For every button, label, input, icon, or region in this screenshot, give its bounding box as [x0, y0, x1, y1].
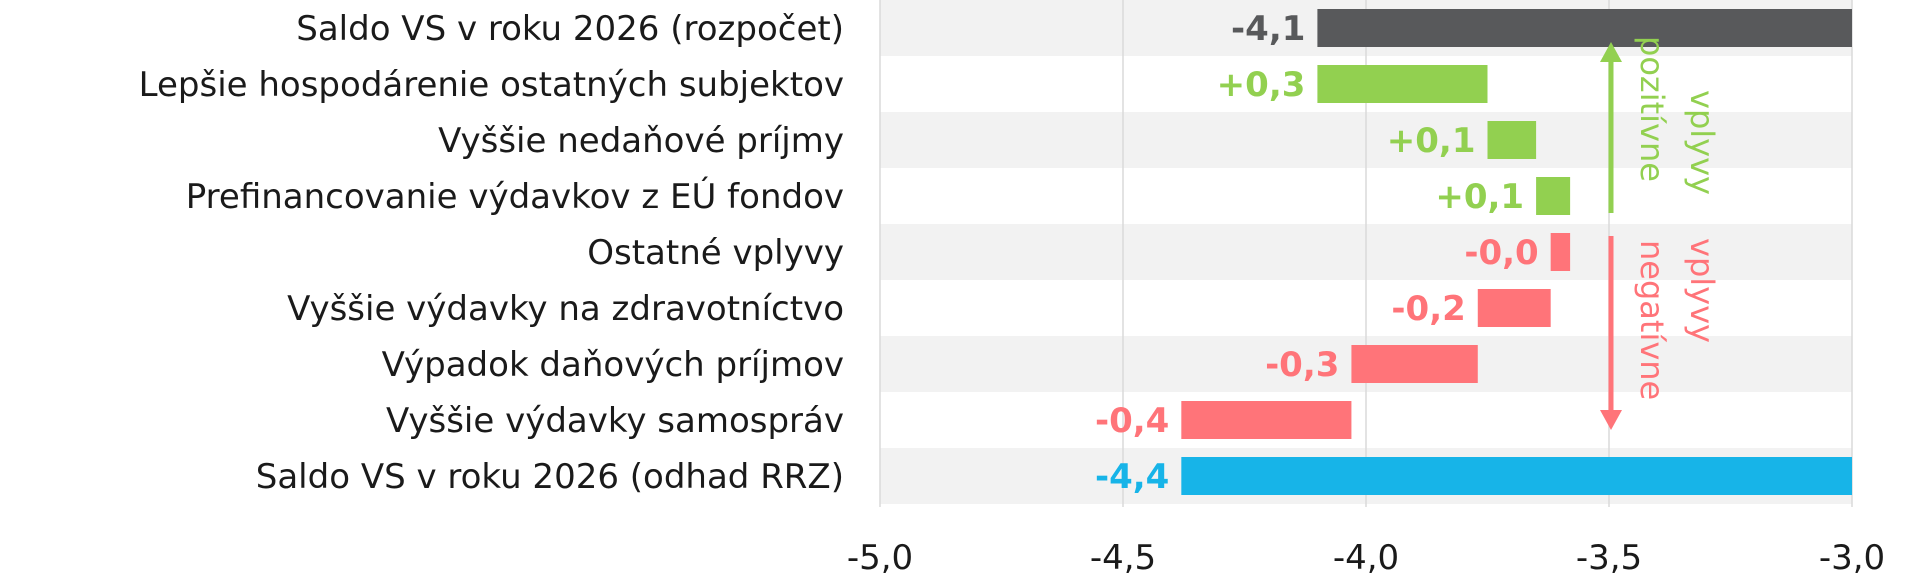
negative-label-2: vplyvy: [1683, 238, 1721, 343]
value-label: +0,1: [1435, 177, 1524, 217]
bar-negative: [1181, 401, 1352, 439]
x-tick-label: -3,5: [1576, 538, 1642, 578]
value-label: -0,4: [1095, 401, 1169, 441]
value-label: -0,2: [1391, 289, 1465, 329]
x-tick-label: -4,5: [1090, 538, 1156, 578]
positive-arrow-head: [1600, 42, 1622, 62]
bar-positive: [1317, 65, 1488, 103]
positive-label-1: pozitívne: [1633, 36, 1671, 182]
value-label: -4,1: [1231, 9, 1305, 49]
category-label: Výpadok daňových príjmov: [382, 345, 844, 385]
bar-negative: [1550, 233, 1571, 271]
value-label: -0,3: [1265, 345, 1339, 385]
bar-positive: [1487, 121, 1537, 159]
category-label: Saldo VS v roku 2026 (odhad RRZ): [256, 457, 844, 497]
category-label: Ostatné vplyvy: [587, 233, 844, 273]
bar-negative: [1351, 345, 1478, 383]
category-label: Saldo VS v roku 2026 (rozpočet): [296, 9, 844, 49]
category-label: Vyššie výdavky na zdravotníctvo: [287, 289, 844, 329]
value-label: -0,0: [1464, 233, 1538, 273]
x-tick-label: -4,0: [1333, 538, 1399, 578]
category-label: Lepšie hospodárenie ostatných subjektov: [139, 65, 844, 105]
category-label: Vyššie nedaňové príjmy: [438, 121, 844, 161]
bar-negative: [1477, 289, 1551, 327]
category-label: Vyššie výdavky samospráv: [386, 401, 844, 441]
value-label: +0,3: [1217, 65, 1306, 105]
category-label: Prefinancovanie výdavkov z EÚ fondov: [186, 176, 844, 217]
bar-final: [1181, 457, 1852, 495]
bar-positive: [1536, 177, 1571, 215]
positive-label-2: vplyvy: [1683, 90, 1721, 195]
negative-label-1: negatívne: [1633, 240, 1671, 400]
value-label: -4,4: [1095, 457, 1169, 497]
bar-total: [1317, 9, 1852, 47]
x-tick-label: -5,0: [847, 538, 913, 578]
value-label: +0,1: [1387, 121, 1476, 161]
x-tick-label: -3,0: [1819, 538, 1885, 578]
negative-arrow-head: [1600, 410, 1622, 430]
